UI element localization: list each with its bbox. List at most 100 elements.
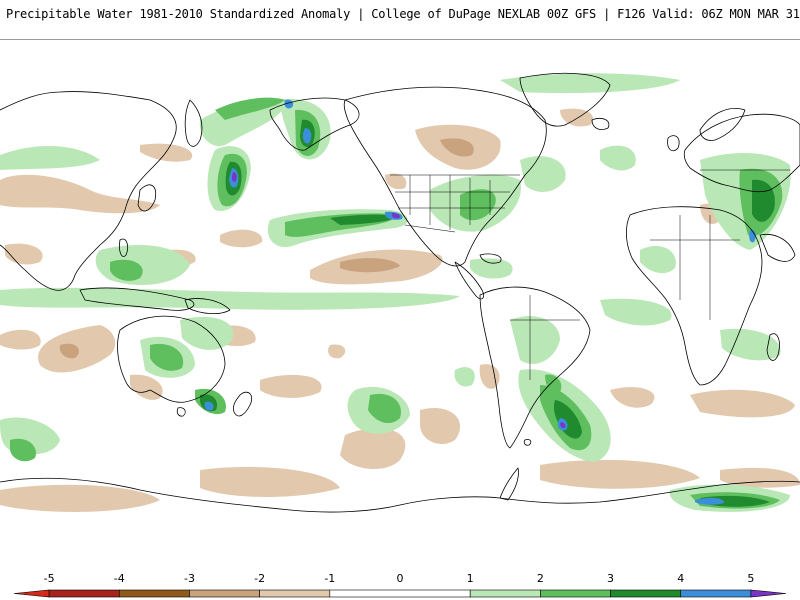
coast-cuba: [479, 253, 502, 264]
dry-strong-north-atlantic: [440, 138, 474, 157]
colorbar-bin: [13, 589, 50, 598]
moist1-south-atlantic-b: [454, 367, 475, 387]
dry-area-antarctic-a: [0, 484, 160, 512]
coast-iceland: [591, 118, 610, 130]
colorbar-tick-label: -3: [184, 572, 195, 585]
dry-area-antarctic-d: [720, 467, 800, 488]
dry-area-south-atlantic: [610, 387, 655, 408]
moist4-alaska: [302, 128, 312, 144]
dry-area-antarctic-c: [540, 459, 700, 489]
moist5-nw-pacific-plume: [231, 172, 237, 182]
moist2-alaska-arc: [215, 97, 285, 120]
coast-africa: [626, 206, 763, 386]
moist3-south-atlantic: [553, 400, 582, 439]
coast-japan: [137, 184, 157, 212]
dry-area-siberia: [0, 174, 160, 214]
colorbar-tick-label: 3: [607, 572, 614, 585]
coast-australia: [117, 315, 226, 403]
moist1-north-atlantic-b: [600, 145, 636, 171]
moist4-europe: [749, 229, 756, 243]
dry-area-tasman: [130, 374, 163, 400]
moist2-southern-ocean-west: [10, 438, 36, 462]
coast-british-isles: [667, 135, 680, 152]
coast-indonesia: [79, 287, 195, 311]
moist1-south-america: [510, 316, 560, 364]
coast-eurasia-east: [0, 91, 177, 291]
coast-arabia: [759, 233, 796, 262]
coast-philippines: [119, 238, 128, 257]
moist4-nw-pacific-arc: [284, 99, 294, 109]
dry-area-east-pacific-tropics: [328, 344, 346, 359]
moist5-south-atlantic: [560, 422, 566, 428]
dry-area-south-pacific-b: [420, 408, 461, 445]
colorbar-tick-label: 2: [537, 572, 544, 585]
moist1-south-pacific: [180, 316, 234, 350]
dry-area-siberia-east: [560, 108, 594, 127]
moist2-south-pacific-swirl: [368, 393, 401, 424]
moist2-indonesia: [110, 259, 143, 281]
dry-area-south-america-east: [479, 364, 500, 389]
colorbar-bin: [259, 589, 331, 598]
colorbar-tick-label: -4: [114, 572, 125, 585]
moist1-arctic: [500, 73, 680, 94]
title-bar: Precipitable Water 1981-2010 Standardize…: [0, 0, 800, 40]
map-panel: [0, 40, 800, 540]
moist5-pacific-river: [391, 213, 401, 219]
coast-new-guinea: [184, 298, 231, 314]
dry-strong-south-pacific: [59, 343, 80, 359]
coastline-layer: [0, 72, 800, 513]
dry-anomaly-strong-layer: [59, 138, 474, 359]
moist1-indian-ocean: [640, 246, 676, 274]
moist1-caribbean: [470, 258, 513, 279]
coast-scandinavia: [699, 108, 746, 141]
coast-greenland: [519, 72, 611, 127]
coast-falklands: [523, 439, 532, 446]
colorbar-bin: [48, 589, 120, 598]
colorbar-graphic: -5 -4 -3 -2 -1 0 1 2 3 4 5: [13, 572, 787, 598]
moist1-south-indian-b: [720, 328, 781, 361]
dry-area-south-pacific-c: [340, 428, 406, 470]
dry-anomaly-layer: [0, 108, 800, 512]
colorbar-tick-label: -1: [324, 572, 335, 585]
dry-area-south-pacific-a: [260, 374, 322, 398]
coast-europe: [683, 113, 800, 193]
colorbar-tick-label: -2: [254, 572, 265, 585]
moist1-south-indian-a: [600, 298, 672, 326]
moist4-southern-ocean-east: [695, 497, 725, 505]
moist1-north-asia: [0, 145, 100, 170]
colorbar-tick-label: 1: [467, 572, 474, 585]
coast-new-zealand: [233, 391, 253, 417]
colorbar-bin: [540, 589, 611, 598]
moist-anomaly-level5-layer: [231, 172, 566, 428]
colorbar-bin: [189, 589, 260, 598]
dry-area-central-asia: [5, 243, 43, 265]
moist1-north-atlantic: [520, 156, 566, 192]
colorbar-bin: [118, 589, 190, 598]
colorbar-tick-label: 0: [397, 572, 404, 585]
dry-area-west-indian: [0, 329, 41, 350]
coast-alaska: [269, 97, 360, 151]
moist4-tasman: [204, 401, 214, 411]
dry-area-canada: [385, 173, 407, 190]
coast-antarctic-peninsula: [499, 467, 519, 501]
coast-kamchatka: [184, 99, 203, 147]
political-borders-layer: [390, 169, 790, 380]
moist2-eastern-us: [460, 189, 496, 221]
colorbar-bin: [680, 589, 752, 598]
border-us-mexico: [404, 224, 456, 233]
coast-antarctica: [0, 477, 800, 513]
colorbar-tick-label: -5: [44, 572, 55, 585]
coast-tasmania: [176, 407, 186, 417]
colorbar-bin: [610, 589, 682, 598]
coast-north-america: [343, 86, 547, 267]
colorbar-bin: [750, 589, 787, 598]
colorbar-tick-label: 4: [677, 572, 684, 585]
moist2-australia: [150, 343, 184, 371]
colorbar-tick-label: 5: [747, 572, 754, 585]
coast-south-america: [479, 286, 591, 449]
dry-area-indian-ocean-south: [690, 389, 795, 418]
moist2-argentina: [545, 374, 562, 393]
coast-madagascar: [766, 333, 780, 361]
moist1-tropical-band: [0, 287, 460, 310]
coast-central-america: [454, 261, 484, 300]
